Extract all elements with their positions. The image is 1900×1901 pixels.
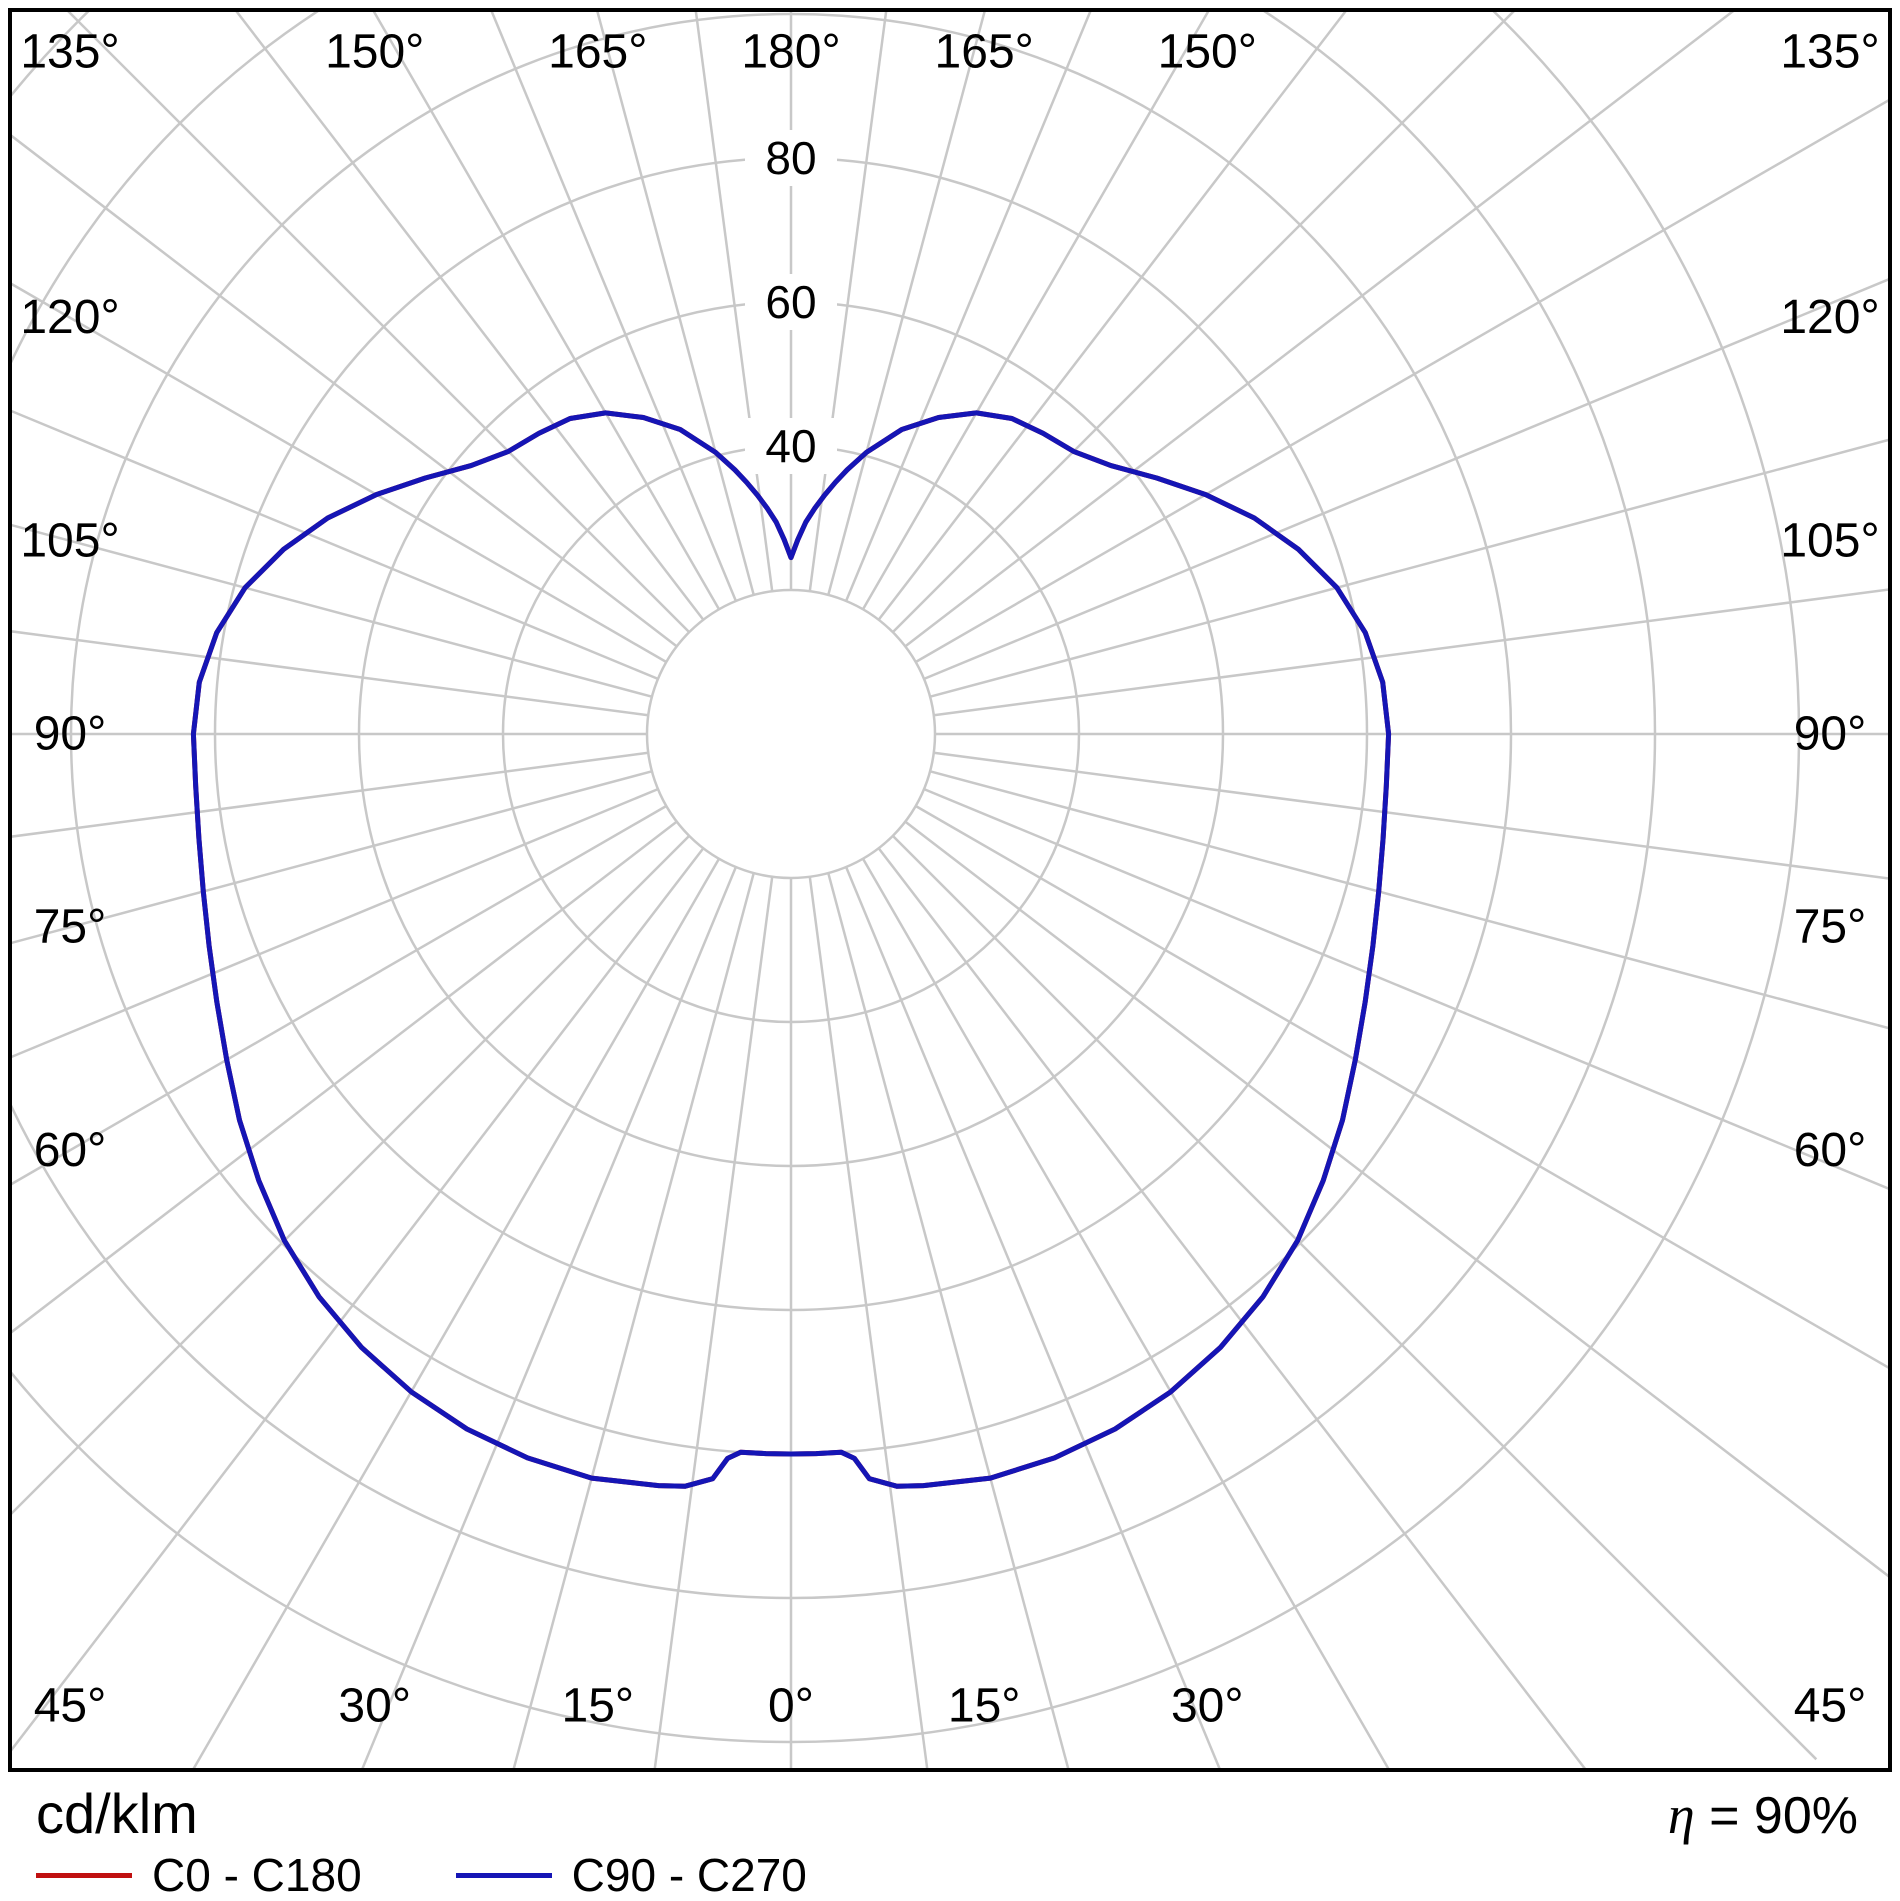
angle-label: 105° <box>20 514 119 567</box>
legend-item-c90-c270: C90 - C270 <box>455 1849 807 1901</box>
angle-label: 150° <box>1158 26 1257 79</box>
angle-label: 120° <box>20 291 119 344</box>
grid-ring <box>645 588 937 880</box>
grid-spoke <box>808 12 888 592</box>
grid-spoke <box>596 12 755 596</box>
radial-tick-bg <box>745 130 837 186</box>
grid-spoke <box>490 12 738 602</box>
angle-label: 90° <box>34 708 107 761</box>
grid-spoke <box>512 872 755 1768</box>
angle-label: 30° <box>338 1680 411 1733</box>
angle-label: 165° <box>935 26 1034 79</box>
angle-label: 135° <box>1780 26 1879 79</box>
grid-spoke <box>933 751 1888 880</box>
grid-spoke <box>929 438 1888 698</box>
angle-label: 90° <box>1794 708 1867 761</box>
angle-label: 15° <box>948 1680 1021 1733</box>
legend: C0 - C180 C90 - C270 <box>36 1852 807 1898</box>
grid-spoke <box>653 876 774 1768</box>
legend-label-c90-c270: C90 - C270 <box>571 1849 807 1901</box>
grid-spoke <box>915 804 1888 1369</box>
grid-spoke <box>12 770 653 945</box>
legend-line-c90-c270 <box>455 1872 552 1878</box>
grid-spoke <box>933 588 1888 717</box>
grid-spoke <box>877 847 1586 1768</box>
grid-spoke <box>808 876 929 1768</box>
units-label: cd/klm <box>36 1782 198 1845</box>
grid-spoke <box>904 12 1734 648</box>
polar-intensity-chart: 40 60 80 0° 15° 15° 30° 30° 45° 45° 60° 60° 75° 75° 90… <box>12 12 1888 1768</box>
angle-label: 60° <box>34 1124 107 1177</box>
legend-line-c0-c180 <box>36 1872 132 1878</box>
grid-spoke <box>861 858 1390 1768</box>
grid-spoke <box>12 409 659 681</box>
grid-spoke <box>12 787 659 1059</box>
grid-spoke <box>904 820 1888 1578</box>
grid-spoke <box>12 751 649 838</box>
angle-label: 120° <box>1780 291 1879 344</box>
grid-spoke <box>915 99 1888 664</box>
angle-label: 75° <box>1794 901 1867 954</box>
grid-spoke <box>877 12 1347 621</box>
angle-label: 30° <box>1171 1680 1244 1733</box>
grid-spoke <box>12 523 653 698</box>
grid-spoke <box>67 12 691 634</box>
grid-spoke <box>923 278 1888 681</box>
grid-spoke <box>192 858 721 1768</box>
angle-label: 150° <box>325 26 424 79</box>
angle-label: 45° <box>34 1680 107 1733</box>
intensity-curve-c90-c270 <box>190 410 1392 1489</box>
grid-spoke <box>12 282 667 664</box>
grid-spoke <box>12 134 678 648</box>
radial-tick-label: 80 <box>765 132 816 184</box>
grid-spoke <box>12 804 667 1186</box>
grid-spoke <box>12 630 649 717</box>
polar-plot-frame: 40 60 80 0° 15° 15° 30° 30° 45° 45° 60° 60° 75° 75° 90… <box>8 8 1892 1772</box>
radial-tick-label: 40 <box>765 420 816 472</box>
legend-label-c0-c180: C0 - C180 <box>152 1849 362 1901</box>
grid-spoke <box>844 12 1092 602</box>
radial-tick-bg <box>745 418 837 474</box>
grid-spoke <box>361 866 738 1768</box>
radial-tick-bg <box>745 274 837 330</box>
grid-spoke <box>12 834 691 1515</box>
angle-label: 165° <box>548 26 647 79</box>
angle-label: 75° <box>34 901 107 954</box>
radial-tick-label: 60 <box>765 276 816 328</box>
grid-ring <box>12 12 1800 1743</box>
grid-spoke <box>861 12 1210 610</box>
efficiency-label: η = 90% <box>1668 1788 1858 1842</box>
eta-value: = 90% <box>1694 1787 1858 1845</box>
grid-spoke <box>929 770 1888 1030</box>
angle-label: 105° <box>1780 514 1879 567</box>
legend-item-c0-c180: C0 - C180 <box>36 1852 362 1898</box>
grid-spoke <box>844 866 1221 1768</box>
grid-spoke <box>891 834 1818 1761</box>
grid-spoke <box>827 12 986 596</box>
angle-label: 0° <box>768 1680 814 1733</box>
grid-spoke <box>372 12 721 610</box>
grid-spoke <box>923 787 1888 1190</box>
angle-label: 180° <box>741 26 840 79</box>
grid-spoke <box>827 872 1070 1768</box>
grid-spoke <box>891 12 1515 634</box>
eta-symbol: η <box>1667 1785 1695 1845</box>
grid-spoke <box>12 847 705 1752</box>
angle-label: 15° <box>562 1680 635 1733</box>
angle-label: 135° <box>20 26 119 79</box>
grid-spoke <box>235 12 705 621</box>
angle-label: 45° <box>1794 1680 1867 1733</box>
grid-spoke <box>12 820 678 1334</box>
angle-label: 60° <box>1794 1124 1867 1177</box>
grid-spoke <box>694 12 774 592</box>
